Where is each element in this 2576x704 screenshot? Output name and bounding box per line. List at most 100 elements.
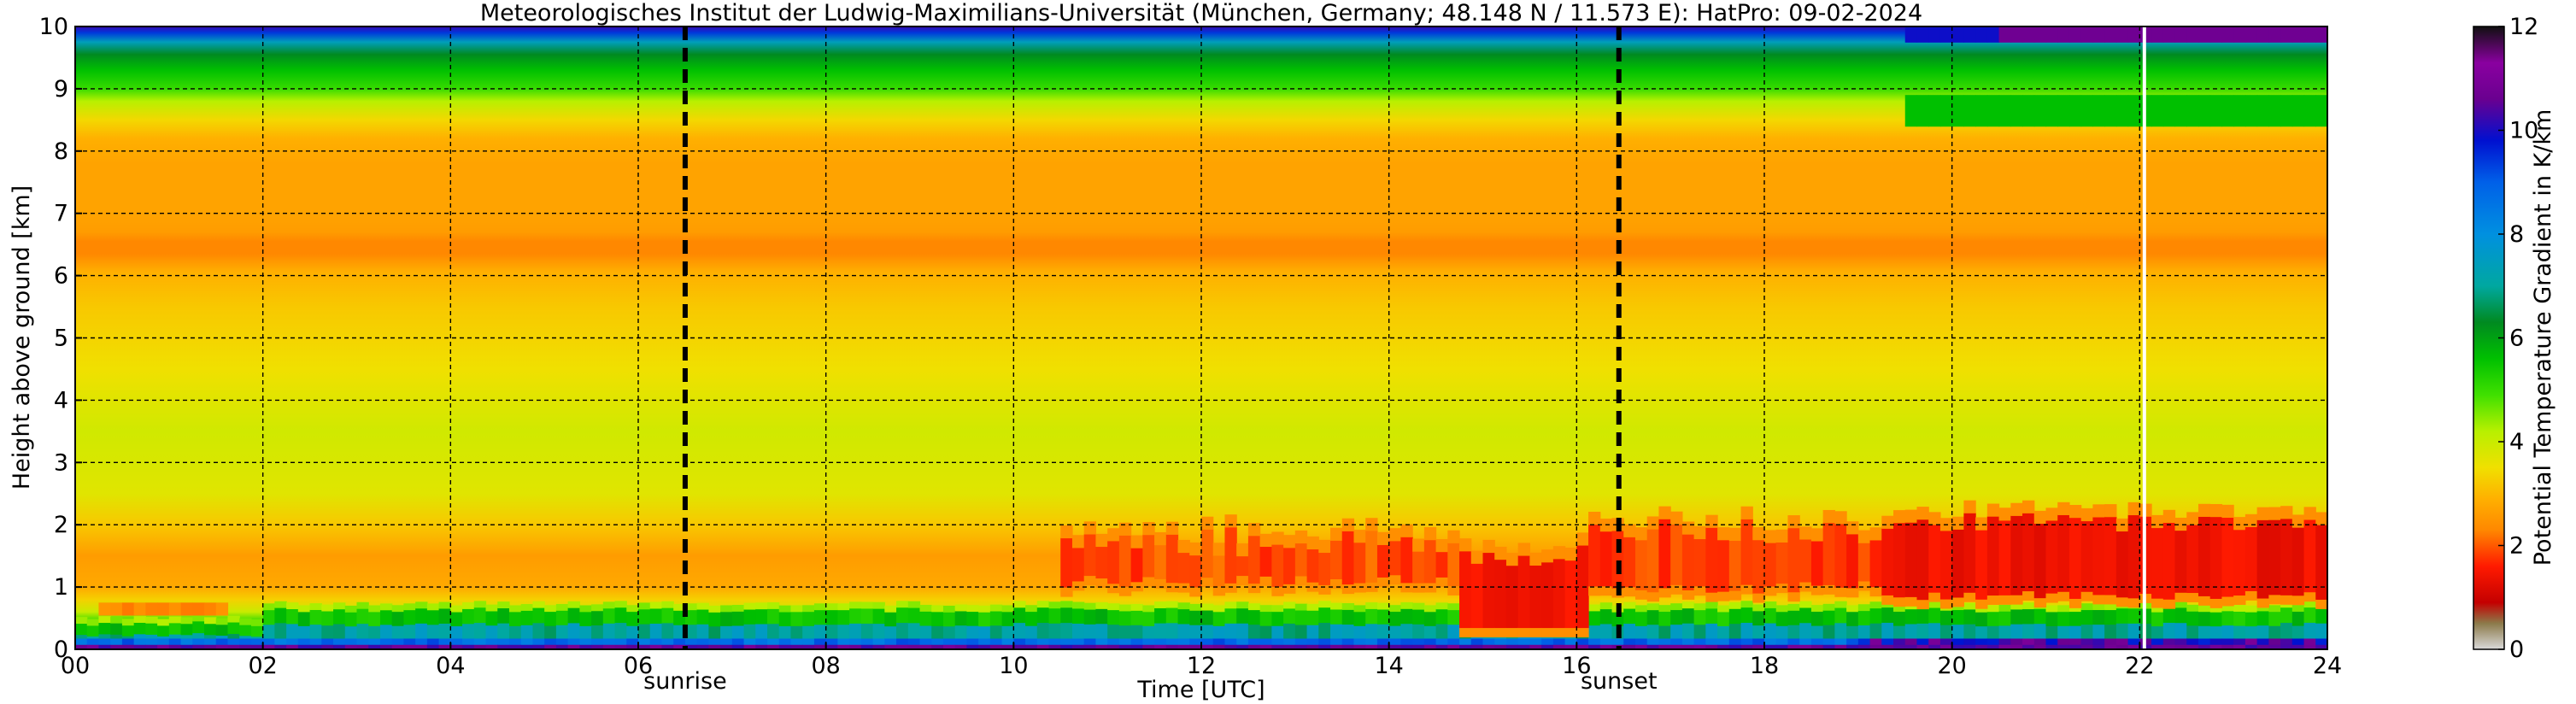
- heatmap-cell: [227, 644, 240, 649]
- heatmap-cell: [872, 637, 885, 645]
- heatmap-cell: [1154, 607, 1167, 624]
- heatmap-cell: [227, 615, 240, 623]
- heatmap-cell: [192, 637, 205, 645]
- x-tick-label: 22: [2125, 653, 2154, 679]
- heatmap-cell: [696, 602, 709, 610]
- heatmap-cell: [2209, 503, 2223, 518]
- heatmap-cell: [2233, 611, 2246, 626]
- heatmap-cell: [1154, 601, 1167, 608]
- heatmap-cell: [2092, 624, 2105, 639]
- heatmap-cell: [1634, 625, 1648, 639]
- heatmap-cell: [1447, 530, 1460, 543]
- heatmap-cell: [896, 644, 909, 649]
- heatmap-cell: [1435, 538, 1448, 553]
- heatmap-cell: [567, 622, 580, 639]
- heatmap-cell: [1283, 607, 1296, 624]
- heatmap-cell: [1670, 624, 1683, 639]
- heatmap-cell: [145, 616, 158, 624]
- heatmap-cell: [1412, 538, 1425, 552]
- heatmap-cell: [2115, 596, 2129, 607]
- heatmap-cell: [2186, 644, 2199, 649]
- heatmap-cell: [1013, 644, 1026, 649]
- heatmap-cell: [98, 622, 111, 635]
- heatmap-cell: [110, 644, 123, 649]
- heatmap-cell: [462, 623, 475, 639]
- heatmap-cell: [1459, 644, 1472, 649]
- heatmap-cell: [1822, 522, 1835, 585]
- heatmap-cell: [602, 644, 616, 649]
- heatmap-cell: [1646, 637, 1660, 645]
- heatmap-cell: [2174, 637, 2187, 645]
- heatmap-cell: [133, 602, 146, 616]
- heatmap-cell: [1505, 553, 1519, 566]
- heatmap-cell: [755, 637, 768, 645]
- heatmap-cell: [250, 636, 264, 639]
- plot-area: [75, 26, 2327, 649]
- y-tick-label: 9: [54, 76, 68, 103]
- heatmap-cell: [2315, 95, 2327, 127]
- heatmap-cell: [1330, 608, 1343, 625]
- heatmap-cell: [1846, 637, 1859, 645]
- colorbar-label: Potential Temperature Gradient in K/km: [2530, 109, 2556, 566]
- heatmap-cell: [180, 644, 193, 649]
- heatmap-cell: [2127, 95, 2140, 127]
- heatmap-cell: [1201, 637, 1214, 645]
- heatmap-cell: [2174, 530, 2187, 593]
- heatmap-cell: [1517, 627, 1531, 638]
- heatmap-cell: [1857, 644, 1871, 649]
- heatmap-cell: [438, 607, 451, 624]
- heatmap-cell: [1904, 637, 1918, 645]
- heatmap-cell: [309, 609, 322, 625]
- heatmap-cell: [1505, 565, 1519, 629]
- heatmap-cell: [1693, 624, 1706, 639]
- heatmap-cell: [2244, 612, 2258, 627]
- grid-lines: [75, 26, 2327, 649]
- heatmap-cell: [204, 623, 217, 636]
- heatmap-cell: [1529, 644, 1542, 649]
- heatmap-cell: [1154, 544, 1167, 579]
- heatmap-cell: [802, 637, 815, 645]
- heatmap-cell: [2186, 625, 2199, 639]
- y-tick-label: 6: [54, 263, 68, 290]
- heatmap-cell: [743, 602, 756, 610]
- heatmap-cell: [2162, 26, 2176, 43]
- heatmap-cell: [860, 637, 874, 645]
- heatmap-cell: [708, 605, 721, 613]
- heatmap-cell: [696, 624, 709, 639]
- heatmap-cell: [1201, 577, 1214, 588]
- heatmap-cell: [626, 611, 639, 626]
- heatmap-cell: [1212, 605, 1226, 613]
- heatmap-cell: [1271, 586, 1284, 596]
- heatmap-cell: [1189, 610, 1202, 625]
- heatmap-cell: [1822, 644, 1835, 649]
- heatmap-cell: [1834, 511, 1847, 525]
- heatmap-cell: [1717, 644, 1730, 649]
- heatmap-cell: [872, 601, 885, 609]
- heatmap-cell: [2268, 26, 2281, 43]
- heatmap-cell: [2022, 26, 2035, 43]
- heatmap-cell: [1435, 623, 1448, 639]
- heatmap-cell: [2080, 520, 2094, 592]
- heatmap-cell: [2244, 625, 2258, 639]
- heatmap-cell: [1212, 585, 1226, 596]
- heatmap-cell: [1576, 644, 1589, 649]
- heatmap-cell: [1893, 522, 1906, 598]
- heatmap-cell: [907, 607, 921, 624]
- heatmap-cell: [2104, 603, 2117, 611]
- heatmap-cell: [157, 636, 170, 639]
- heatmap-cell: [1071, 623, 1085, 639]
- heatmap-cell: [837, 637, 850, 645]
- heatmap-cell: [192, 620, 205, 634]
- heatmap-cell: [2162, 509, 2176, 523]
- heatmap-cell: [849, 601, 862, 609]
- heatmap-cell: [1365, 644, 1378, 649]
- heatmap-cell: [673, 644, 686, 649]
- heatmap-cell: [379, 644, 393, 649]
- heatmap-cell: [379, 624, 393, 639]
- heatmap-cell: [1564, 644, 1577, 649]
- heatmap-cell: [180, 623, 193, 636]
- heatmap-cell: [2198, 637, 2211, 645]
- heatmap-cell: [1388, 625, 1401, 639]
- heatmap-cell: [415, 644, 428, 649]
- heatmap-cell: [1693, 525, 1706, 540]
